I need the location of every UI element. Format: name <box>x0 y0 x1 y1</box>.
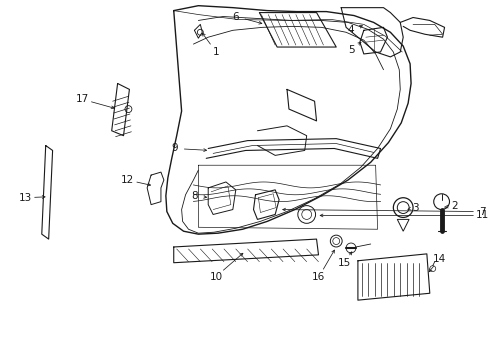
Text: 7: 7 <box>478 207 484 216</box>
Text: 17: 17 <box>75 94 89 104</box>
Text: 3: 3 <box>411 203 417 212</box>
Text: 8: 8 <box>191 191 197 201</box>
Text: 2: 2 <box>450 201 457 211</box>
Text: 4: 4 <box>347 25 354 35</box>
Circle shape <box>301 210 311 219</box>
Text: 5: 5 <box>347 45 354 55</box>
Text: 1: 1 <box>212 47 219 57</box>
Text: 15: 15 <box>337 258 350 268</box>
Text: 16: 16 <box>311 273 325 283</box>
Text: 12: 12 <box>121 175 134 185</box>
Text: 9: 9 <box>171 144 178 153</box>
Text: 13: 13 <box>19 193 32 203</box>
Text: 10: 10 <box>209 271 222 282</box>
Circle shape <box>332 238 339 244</box>
Text: 11: 11 <box>474 211 488 220</box>
Text: 14: 14 <box>432 254 446 264</box>
Text: 6: 6 <box>232 12 239 22</box>
